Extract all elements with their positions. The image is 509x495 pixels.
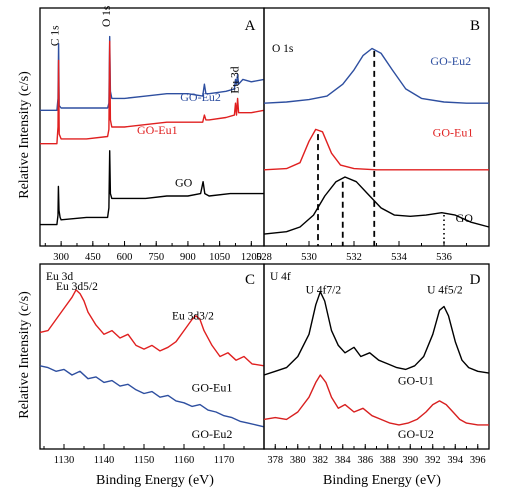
x-axis-title-right: Binding Energy (eV) — [323, 473, 441, 488]
series-label: GO-Eu2 — [192, 427, 233, 441]
series-line-go-eu1 — [40, 40, 265, 145]
series-line-go — [263, 176, 490, 235]
peak-annotation: Eu 3d5/2 — [56, 281, 98, 293]
x-tick-label: 532 — [346, 252, 362, 263]
x-tick-label: 530 — [301, 252, 317, 263]
x-tick-label: 382 — [312, 455, 328, 466]
x-tick-label: 388 — [380, 455, 396, 466]
x-tick-label: 750 — [148, 252, 164, 263]
peak-annotation: O 1s — [101, 5, 113, 27]
panel-title: O 1s — [272, 43, 294, 55]
series-line-go-eu2 — [39, 365, 265, 428]
series-line-go — [40, 150, 264, 226]
x-tick-label: 378 — [267, 455, 283, 466]
x-tick-label: 384 — [335, 455, 352, 466]
series-line-go-eu2 — [40, 35, 265, 111]
panel-title: U 4f — [270, 271, 291, 283]
series-line-go-eu1 — [39, 289, 265, 367]
series-label: GO-U1 — [398, 373, 434, 387]
series-line-go-u2 — [263, 374, 489, 426]
peak-annotation: Eu 3d — [230, 66, 242, 93]
series-label: GO-Eu1 — [137, 123, 178, 137]
panel-letter: C — [245, 272, 255, 288]
x-tick-label: 1170 — [214, 455, 235, 466]
x-tick-label: 396 — [470, 455, 486, 466]
series-label: GO-Eu2 — [180, 90, 221, 104]
peak-annotation: Eu 3d3/2 — [172, 311, 214, 323]
series-line-go-u1 — [263, 291, 490, 376]
x-tick-label: 1150 — [134, 455, 155, 466]
peak-annotation: U 4f5/2 — [427, 285, 463, 297]
panel-letter: A — [245, 18, 256, 34]
x-tick-label: 536 — [436, 252, 452, 263]
x-tick-label: 900 — [180, 252, 196, 263]
x-tick-label: 600 — [117, 252, 133, 263]
x-tick-label: 390 — [402, 455, 418, 466]
series-label: GO — [175, 176, 193, 190]
x-tick-label: 392 — [425, 455, 441, 466]
x-tick-label: 528 — [256, 252, 272, 263]
panel-d: 378 380 382 384 386 388 390 392 394 396 D U 4f GO-U1… — [263, 263, 490, 466]
x-tick-label: 450 — [85, 252, 101, 263]
x-tick-label: 534 — [391, 252, 408, 263]
series-line-go-eu1 — [263, 128, 489, 171]
peak-annotation: C 1s — [49, 25, 61, 46]
x-tick-label: 386 — [357, 455, 373, 466]
x-tick-label: 394 — [447, 455, 464, 466]
x-tick-label: 380 — [290, 455, 306, 466]
series-line-go-eu2 — [263, 47, 489, 104]
panel-b: 528 530 532 534 536 B O 1s GO-Eu2 GO-Eu1 GO — [256, 7, 490, 263]
panel-letter: B — [470, 18, 480, 34]
x-tick-label: 1140 — [94, 455, 115, 466]
panel-a: 300 450 600 750 900 1050 1200 A GO-Eu2 GO-Eu1 GO C … — [39, 5, 265, 263]
x-tick-label: 1200 — [241, 252, 262, 263]
panel-title: Eu 3d — [46, 271, 73, 283]
y-axis-title-top: Relative Intensity (c/s) — [17, 71, 32, 199]
panel-c: 1130 1140 1150 1160 1170 C Eu 3d GO-Eu1 GO-Eu2 Eu… — [39, 263, 265, 466]
x-tick-label: 1160 — [174, 455, 195, 466]
x-tick-label: 300 — [53, 252, 69, 263]
panel-letter: D — [470, 272, 481, 288]
series-label: GO-Eu2 — [430, 54, 471, 68]
series-label: GO — [456, 211, 474, 225]
x-axis-title-left: Binding Energy (eV) — [96, 473, 214, 488]
x-tick-label: 1130 — [54, 455, 75, 466]
y-axis-title-bottom: Relative Intensity (c/s) — [17, 291, 32, 419]
series-label: GO-U2 — [398, 427, 434, 441]
panels: 300 450 600 750 900 1050 1200 A GO-Eu2 GO-Eu1 GO C … — [39, 5, 490, 466]
x-tick-label: 1050 — [209, 252, 230, 263]
series-label: GO-Eu1 — [192, 381, 233, 395]
peak-annotation: U 4f7/2 — [306, 285, 342, 297]
series-label: GO-Eu1 — [433, 126, 474, 140]
